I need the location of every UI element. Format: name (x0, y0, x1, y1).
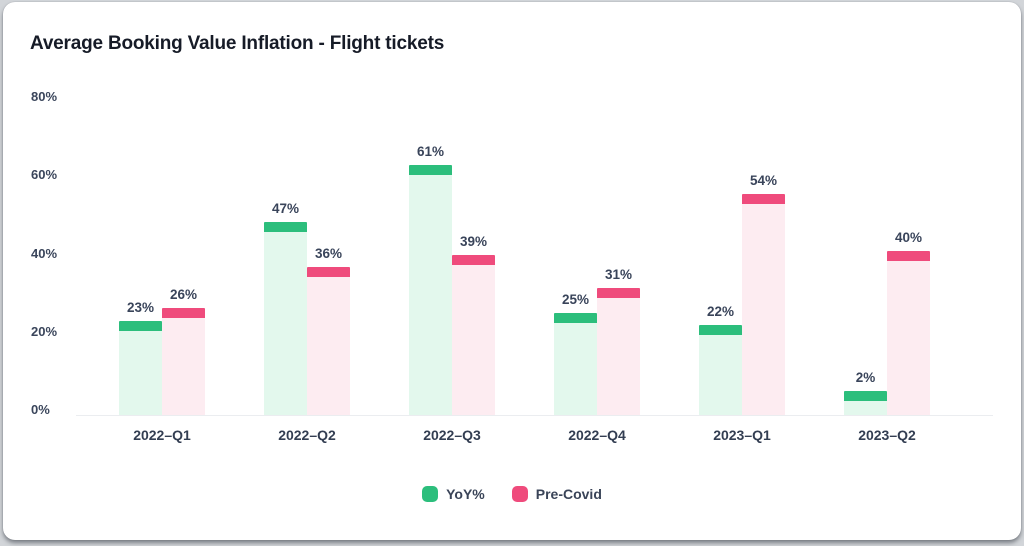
x-tick-label: 2022–Q4 (568, 427, 626, 443)
x-tick-label: 2022–Q1 (133, 427, 191, 443)
y-tick-label: 80% (31, 89, 58, 104)
y-tick-label: 40% (31, 245, 58, 261)
bar-value-label: 26% (169, 287, 198, 303)
bar-value-label: 31% (604, 266, 633, 282)
bar-pre-covid[interactable] (597, 287, 640, 415)
y-tick-label: 0% (31, 402, 50, 417)
x-axis-line (76, 415, 993, 416)
x-tick-label: 2023–Q1 (713, 427, 771, 443)
bar-cap-pre-covid (452, 255, 495, 266)
y-tick-label: 60% (31, 167, 58, 183)
bar-cap-yoy (409, 164, 452, 175)
legend-item-yoy[interactable]: YoY% (422, 486, 485, 502)
bar-yoy[interactable] (119, 320, 162, 415)
bar-yoy[interactable] (554, 312, 597, 415)
bar-value-label: 54% (749, 172, 778, 188)
legend-swatch-pre-covid (511, 486, 528, 502)
bar-cap-pre-covid (597, 287, 640, 298)
legend-swatch-yoy (422, 486, 439, 502)
bar-value-label: 61% (416, 143, 445, 159)
legend-label: YoY% (446, 486, 485, 502)
x-tick-label: 2023–Q2 (858, 427, 916, 443)
bar-value-label: 25% (561, 291, 590, 307)
bar-cap-yoy (699, 324, 742, 335)
x-tick-label: 2022–Q3 (423, 427, 481, 443)
bar-cap-pre-covid (162, 308, 205, 319)
bar-value-label: 22% (706, 303, 735, 319)
bar-pre-covid[interactable] (887, 251, 930, 415)
bar-pre-covid[interactable] (452, 255, 495, 415)
bar-value-label: 39% (459, 234, 488, 250)
bar-value-label: 23% (126, 299, 155, 315)
bar-cap-yoy (844, 391, 887, 401)
legend-label: Pre-Covid (535, 486, 602, 502)
chart-card: Average Booking Value Inflation - Flight… (3, 2, 1021, 540)
plot-area: 0% 20% 40% 60% 80% 23% 26% 47% 36% 61% 39% 25% 31% 2… (3, 2, 1021, 540)
bar-yoy[interactable] (264, 222, 307, 415)
legend: YoY% Pre-Covid (3, 486, 1021, 502)
bar-pre-covid[interactable] (742, 193, 785, 415)
bar-cap-yoy (119, 320, 162, 331)
bar-cap-pre-covid (307, 267, 350, 278)
bar-pre-covid[interactable] (307, 267, 350, 415)
bar-pre-covid[interactable] (162, 308, 205, 415)
bar-cap-yoy (264, 222, 307, 233)
bar-cap-pre-covid (742, 193, 785, 204)
bar-value-label: 47% (271, 201, 300, 217)
bar-value-label: 36% (314, 246, 343, 262)
legend-item-pre-covid[interactable]: Pre-Covid (511, 486, 602, 502)
chart-title: Average Booking Value Inflation - Flight… (30, 33, 445, 54)
bar-value-label: 2% (855, 370, 876, 385)
bar-value-label: 40% (894, 230, 923, 245)
x-tick-label: 2022–Q2 (278, 427, 336, 443)
bar-cap-pre-covid (887, 251, 930, 261)
y-tick-label: 20% (31, 323, 58, 339)
bar-cap-yoy (554, 312, 597, 323)
bar-yoy[interactable] (409, 164, 452, 415)
bar-yoy[interactable] (699, 324, 742, 415)
bar-yoy[interactable] (844, 391, 887, 415)
